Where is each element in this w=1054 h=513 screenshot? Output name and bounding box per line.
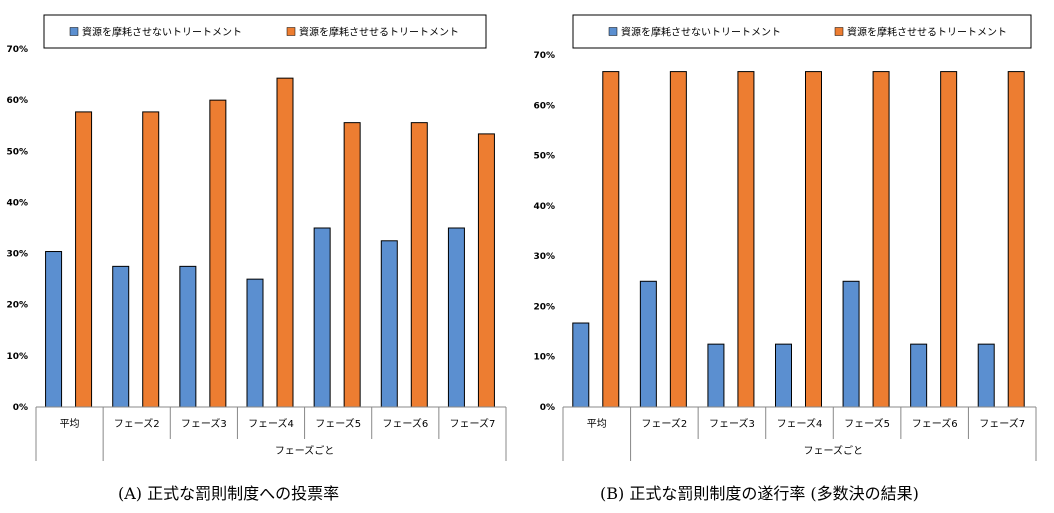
- bar-depleting-5: [872, 71, 890, 408]
- y-axis: 0% 10% 20% 30% 40% 50% 60% 70%: [533, 51, 555, 413]
- bar-depleting-4: [276, 77, 294, 408]
- bar-non-depleting-6: [910, 343, 928, 408]
- y-tick-label: 40%: [533, 202, 555, 212]
- y-tick-label: 30%: [533, 252, 555, 262]
- x-category-label: フェーズ2: [114, 417, 160, 430]
- bar-depleting-5: [343, 122, 361, 408]
- y-tick-label: 60%: [6, 96, 28, 106]
- bars: [572, 71, 1025, 408]
- bar-non-depleting-5: [842, 280, 860, 408]
- bar-depleting-2: [142, 111, 160, 408]
- x-axis: 平均 フェーズ2 フェーズ3 フェーズ4 フェーズ5 フェーズ6 フェーズ7 フェーズごと: [562, 406, 1037, 461]
- legend-label-2: 資源を摩耗させせるトリートメント: [299, 26, 459, 39]
- caption-a: (A) 正式な罰則制度への投票率: [118, 484, 340, 503]
- legend-swatch-1: [69, 27, 79, 36]
- x-axis-title: フェーズごと: [275, 444, 335, 457]
- caption-b: (B) 正式な罰則制度の遂行率 (多数決の結果): [600, 484, 919, 503]
- bar-non-depleting-2: [112, 265, 130, 408]
- bar-depleting-7: [1007, 71, 1025, 408]
- x-category-label: フェーズ7: [979, 417, 1025, 430]
- bar-non-depleting-4: [775, 343, 792, 408]
- legend-swatch-1: [608, 27, 618, 36]
- x-axis: 平均 フェーズ2 フェーズ3 フェーズ4 フェーズ5 フェーズ6 フェーズ7 フェーズごと: [35, 406, 507, 461]
- legend-swatch-2: [834, 27, 844, 36]
- bar-depleting-2: [669, 71, 687, 408]
- bar-depleting-3: [209, 99, 227, 408]
- y-tick-label: 0%: [13, 403, 28, 413]
- legend-box: [572, 14, 1032, 49]
- bar-non-depleting-7: [447, 227, 465, 408]
- bar-non-depleting-7: [977, 343, 995, 408]
- bar-non-depleting-1: [45, 251, 63, 408]
- x-category-label: フェーズ4: [777, 417, 823, 430]
- bar-depleting-1: [75, 111, 93, 408]
- y-tick-label: 20%: [6, 301, 28, 311]
- x-category-label: フェーズ3: [709, 417, 755, 430]
- y-tick-label: 10%: [6, 352, 28, 362]
- legend-label-1: 資源を摩耗させないトリートメント: [82, 26, 242, 39]
- x-category-label: 平均: [60, 418, 80, 430]
- y-tick-label: 10%: [533, 353, 555, 363]
- bar-depleting-1: [602, 71, 620, 408]
- bar-depleting-7: [477, 133, 495, 408]
- bar-depleting-4: [805, 71, 822, 408]
- legend-box: [43, 14, 487, 49]
- legend: 資源を摩耗させないトリートメント 資源を摩耗させせるトリートメント: [572, 14, 1032, 49]
- x-category-label: 平均: [587, 418, 607, 430]
- y-tick-label: 50%: [533, 152, 555, 162]
- y-tick-label: 0%: [540, 403, 555, 413]
- bar-non-depleting-2: [639, 280, 657, 408]
- x-axis-title: フェーズごと: [804, 444, 864, 457]
- y-tick-label: 60%: [533, 101, 555, 111]
- legend-label-1: 資源を摩耗させないトリートメント: [621, 26, 781, 39]
- y-tick-label: 40%: [6, 198, 28, 208]
- x-category-label: フェーズ5: [844, 417, 890, 430]
- y-tick-label: 70%: [6, 45, 28, 55]
- x-category-label: フェーズ2: [641, 417, 687, 430]
- bar-non-depleting-1: [572, 322, 590, 408]
- y-axis: 0% 10% 20% 30% 40% 50% 60% 70%: [6, 45, 28, 413]
- bar-non-depleting-4: [246, 278, 264, 408]
- x-category-label: フェーズ6: [912, 417, 958, 430]
- chart-b: 資源を摩耗させないトリートメント 資源を摩耗させせるトリートメント 0% 10% 20%…: [533, 14, 1037, 461]
- legend-label-2: 資源を摩耗させせるトリートメント: [847, 26, 1007, 39]
- bar-non-depleting-5: [313, 227, 331, 408]
- legend-swatch-2: [286, 27, 296, 36]
- bars: [45, 77, 495, 408]
- chart-a: 資源を摩耗させないトリートメント 資源を摩耗させせるトリートメント 0% 10% 20%…: [6, 14, 507, 461]
- bar-non-depleting-3: [707, 343, 725, 408]
- y-tick-label: 20%: [533, 302, 555, 312]
- bar-depleting-6: [940, 71, 958, 408]
- bar-non-depleting-6: [380, 240, 398, 408]
- bar-depleting-3: [737, 71, 755, 408]
- y-tick-label: 70%: [533, 51, 555, 61]
- bar-non-depleting-3: [179, 265, 197, 408]
- x-category-label: フェーズ5: [315, 417, 361, 430]
- x-category-label: フェーズ6: [382, 417, 428, 430]
- y-tick-label: 30%: [6, 250, 28, 260]
- bar-depleting-6: [410, 122, 428, 408]
- x-category-label: フェーズ3: [181, 417, 227, 430]
- x-category-label: フェーズ7: [449, 417, 495, 430]
- x-category-label: フェーズ4: [248, 417, 294, 430]
- legend: 資源を摩耗させないトリートメント 資源を摩耗させせるトリートメント: [43, 14, 487, 49]
- y-tick-label: 50%: [6, 147, 28, 157]
